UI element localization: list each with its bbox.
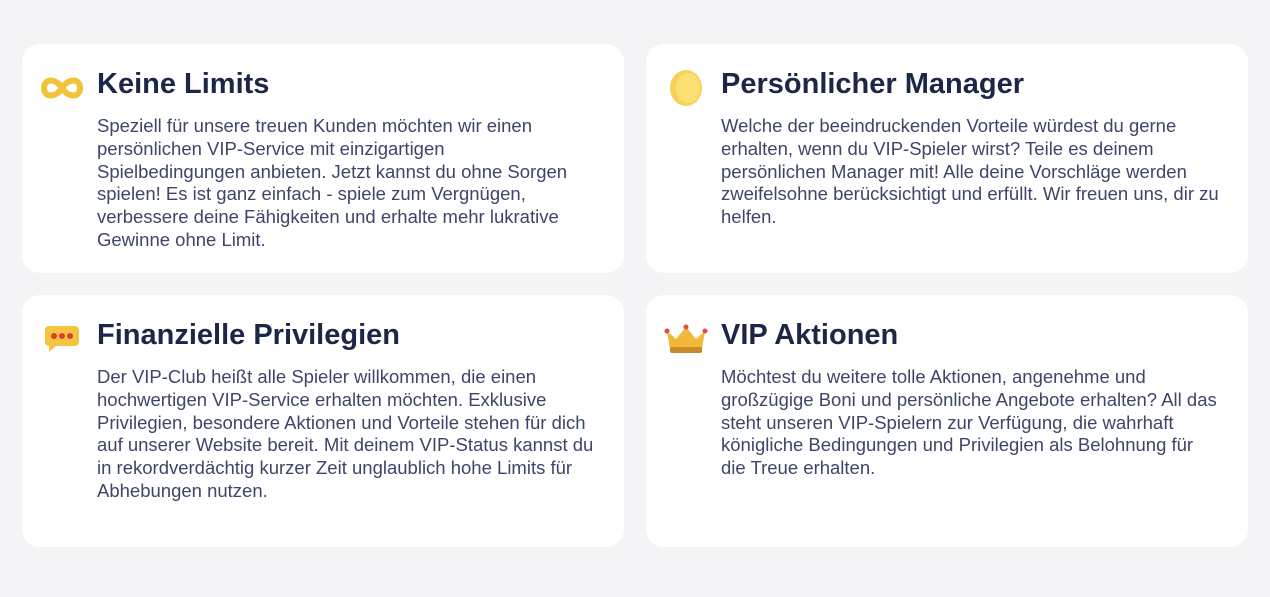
card-title: VIP Aktionen bbox=[721, 319, 899, 351]
card-vip-aktionen: VIP Aktionen Möchtest du weitere tolle A… bbox=[646, 295, 1248, 547]
card-text: Möchtest du weitere tolle Aktionen, ange… bbox=[721, 366, 1217, 479]
card-text: Welche der beeindruckenden Vorteile würd… bbox=[721, 115, 1219, 228]
coin-icon bbox=[664, 68, 708, 108]
card-keine-limits: Keine Limits Speziell für unsere treuen … bbox=[22, 44, 624, 273]
card-title: Persönlicher Manager bbox=[721, 68, 1024, 100]
card-text: Speziell für unsere treuen Kunden möchte… bbox=[97, 115, 568, 250]
infinity-icon bbox=[40, 68, 84, 108]
card-title: Finanzielle Privilegien bbox=[97, 319, 400, 351]
card-text: Der VIP-Club heißt alle Spieler willkomm… bbox=[97, 366, 594, 501]
card-title: Keine Limits bbox=[97, 68, 270, 100]
crown-icon bbox=[664, 319, 708, 359]
card-persoenlicher-manager: Persönlicher Manager Welche der beeindru… bbox=[646, 44, 1248, 273]
card-finanzielle-privilegien: Finanzielle Privilegien Der VIP-Club hei… bbox=[22, 295, 624, 547]
chat-bubble-icon bbox=[40, 319, 84, 359]
